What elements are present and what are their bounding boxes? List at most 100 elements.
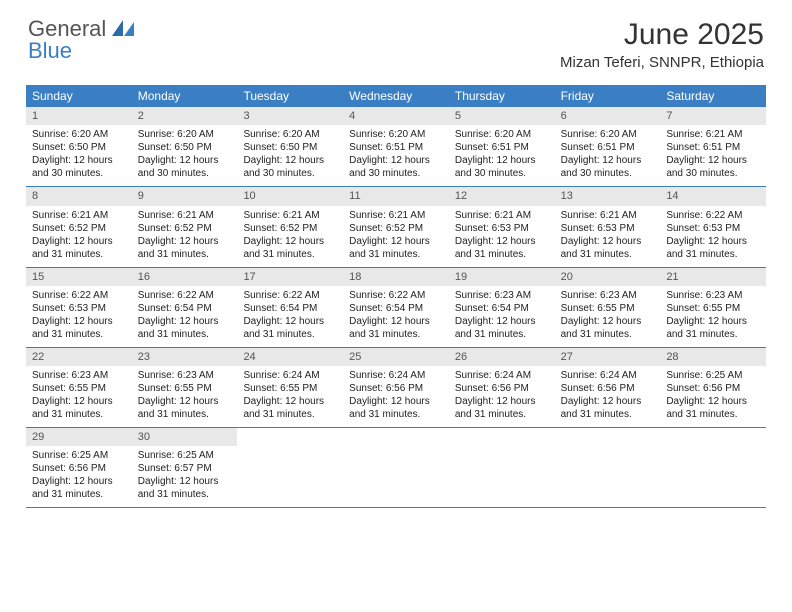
day-number: 1	[26, 107, 132, 125]
day-cell	[237, 428, 343, 507]
sunrise-line: Sunrise: 6:21 AM	[138, 209, 232, 222]
day-body: Sunrise: 6:22 AMSunset: 6:54 PMDaylight:…	[237, 286, 343, 347]
day-number: 9	[132, 187, 238, 205]
day-cell	[343, 428, 449, 507]
week-row: 29Sunrise: 6:25 AMSunset: 6:56 PMDayligh…	[26, 428, 766, 508]
location-text: Mizan Teferi, SNNPR, Ethiopia	[560, 54, 764, 71]
day-cell: 13Sunrise: 6:21 AMSunset: 6:53 PMDayligh…	[555, 187, 661, 266]
day-cell: 3Sunrise: 6:20 AMSunset: 6:50 PMDaylight…	[237, 107, 343, 186]
sunset-line: Sunset: 6:52 PM	[349, 222, 443, 235]
day-body: Sunrise: 6:22 AMSunset: 6:54 PMDaylight:…	[132, 286, 238, 347]
weekday-header: Friday	[555, 85, 661, 107]
sunset-line: Sunset: 6:51 PM	[561, 141, 655, 154]
day-number: 14	[660, 187, 766, 205]
sunset-line: Sunset: 6:56 PM	[561, 382, 655, 395]
day-body: Sunrise: 6:22 AMSunset: 6:53 PMDaylight:…	[660, 206, 766, 267]
day-cell	[555, 428, 661, 507]
sunrise-line: Sunrise: 6:23 AM	[32, 369, 126, 382]
sunset-line: Sunset: 6:51 PM	[666, 141, 760, 154]
sunset-line: Sunset: 6:54 PM	[455, 302, 549, 315]
day-number: 4	[343, 107, 449, 125]
daylight-line: Daylight: 12 hours and 31 minutes.	[243, 235, 337, 261]
daylight-line: Daylight: 12 hours and 31 minutes.	[455, 235, 549, 261]
logo-word-blue: Blue	[28, 40, 134, 62]
day-number: 2	[132, 107, 238, 125]
day-body: Sunrise: 6:24 AMSunset: 6:56 PMDaylight:…	[449, 366, 555, 427]
day-body: Sunrise: 6:21 AMSunset: 6:52 PMDaylight:…	[343, 206, 449, 267]
sunset-line: Sunset: 6:50 PM	[138, 141, 232, 154]
daylight-line: Daylight: 12 hours and 31 minutes.	[666, 395, 760, 421]
sunrise-line: Sunrise: 6:21 AM	[349, 209, 443, 222]
sunrise-line: Sunrise: 6:25 AM	[666, 369, 760, 382]
day-number: 19	[449, 268, 555, 286]
day-cell: 29Sunrise: 6:25 AMSunset: 6:56 PMDayligh…	[26, 428, 132, 507]
daylight-line: Daylight: 12 hours and 31 minutes.	[138, 475, 232, 501]
sunset-line: Sunset: 6:56 PM	[349, 382, 443, 395]
week-row: 8Sunrise: 6:21 AMSunset: 6:52 PMDaylight…	[26, 187, 766, 267]
daylight-line: Daylight: 12 hours and 30 minutes.	[243, 154, 337, 180]
day-cell: 20Sunrise: 6:23 AMSunset: 6:55 PMDayligh…	[555, 268, 661, 347]
day-number: 26	[449, 348, 555, 366]
day-body: Sunrise: 6:24 AMSunset: 6:55 PMDaylight:…	[237, 366, 343, 427]
day-body: Sunrise: 6:20 AMSunset: 6:50 PMDaylight:…	[237, 125, 343, 186]
logo-sail-icon	[112, 20, 134, 36]
daylight-line: Daylight: 12 hours and 30 minutes.	[666, 154, 760, 180]
day-cell: 22Sunrise: 6:23 AMSunset: 6:55 PMDayligh…	[26, 348, 132, 427]
weeks-container: 1Sunrise: 6:20 AMSunset: 6:50 PMDaylight…	[26, 107, 766, 508]
day-body: Sunrise: 6:21 AMSunset: 6:52 PMDaylight:…	[26, 206, 132, 267]
sunrise-line: Sunrise: 6:22 AM	[666, 209, 760, 222]
week-row: 1Sunrise: 6:20 AMSunset: 6:50 PMDaylight…	[26, 107, 766, 187]
sunset-line: Sunset: 6:55 PM	[243, 382, 337, 395]
day-number: 21	[660, 268, 766, 286]
day-cell: 4Sunrise: 6:20 AMSunset: 6:51 PMDaylight…	[343, 107, 449, 186]
day-cell: 16Sunrise: 6:22 AMSunset: 6:54 PMDayligh…	[132, 268, 238, 347]
sunrise-line: Sunrise: 6:20 AM	[32, 128, 126, 141]
day-body: Sunrise: 6:23 AMSunset: 6:55 PMDaylight:…	[132, 366, 238, 427]
daylight-line: Daylight: 12 hours and 30 minutes.	[138, 154, 232, 180]
day-cell: 28Sunrise: 6:25 AMSunset: 6:56 PMDayligh…	[660, 348, 766, 427]
day-number: 8	[26, 187, 132, 205]
sunrise-line: Sunrise: 6:20 AM	[243, 128, 337, 141]
day-number: 16	[132, 268, 238, 286]
weekday-header: Saturday	[660, 85, 766, 107]
day-body: Sunrise: 6:24 AMSunset: 6:56 PMDaylight:…	[555, 366, 661, 427]
day-number: 3	[237, 107, 343, 125]
sunrise-line: Sunrise: 6:22 AM	[32, 289, 126, 302]
day-body: Sunrise: 6:25 AMSunset: 6:56 PMDaylight:…	[660, 366, 766, 427]
day-body: Sunrise: 6:23 AMSunset: 6:55 PMDaylight:…	[26, 366, 132, 427]
day-body: Sunrise: 6:20 AMSunset: 6:51 PMDaylight:…	[343, 125, 449, 186]
daylight-line: Daylight: 12 hours and 31 minutes.	[32, 395, 126, 421]
day-cell: 24Sunrise: 6:24 AMSunset: 6:55 PMDayligh…	[237, 348, 343, 427]
daylight-line: Daylight: 12 hours and 31 minutes.	[32, 315, 126, 341]
sunrise-line: Sunrise: 6:24 AM	[455, 369, 549, 382]
sunrise-line: Sunrise: 6:23 AM	[561, 289, 655, 302]
day-body: Sunrise: 6:23 AMSunset: 6:55 PMDaylight:…	[555, 286, 661, 347]
day-body: Sunrise: 6:21 AMSunset: 6:51 PMDaylight:…	[660, 125, 766, 186]
daylight-line: Daylight: 12 hours and 31 minutes.	[32, 235, 126, 261]
day-cell: 1Sunrise: 6:20 AMSunset: 6:50 PMDaylight…	[26, 107, 132, 186]
day-number: 11	[343, 187, 449, 205]
weekday-header-row: SundayMondayTuesdayWednesdayThursdayFrid…	[26, 85, 766, 107]
day-body: Sunrise: 6:20 AMSunset: 6:51 PMDaylight:…	[555, 125, 661, 186]
day-cell: 27Sunrise: 6:24 AMSunset: 6:56 PMDayligh…	[555, 348, 661, 427]
day-number: 29	[26, 428, 132, 446]
day-body: Sunrise: 6:20 AMSunset: 6:50 PMDaylight:…	[26, 125, 132, 186]
day-number: 27	[555, 348, 661, 366]
logo: General Blue	[28, 18, 134, 62]
sunrise-line: Sunrise: 6:21 AM	[243, 209, 337, 222]
sunrise-line: Sunrise: 6:20 AM	[561, 128, 655, 141]
weekday-header: Wednesday	[343, 85, 449, 107]
sunrise-line: Sunrise: 6:22 AM	[138, 289, 232, 302]
sunrise-line: Sunrise: 6:21 AM	[455, 209, 549, 222]
page-header: General Blue June 2025 Mizan Teferi, SNN…	[0, 0, 792, 79]
weekday-header: Tuesday	[237, 85, 343, 107]
day-number: 23	[132, 348, 238, 366]
sunrise-line: Sunrise: 6:22 AM	[349, 289, 443, 302]
sunset-line: Sunset: 6:56 PM	[32, 462, 126, 475]
weekday-header: Thursday	[449, 85, 555, 107]
sunset-line: Sunset: 6:52 PM	[32, 222, 126, 235]
day-cell: 19Sunrise: 6:23 AMSunset: 6:54 PMDayligh…	[449, 268, 555, 347]
daylight-line: Daylight: 12 hours and 31 minutes.	[243, 395, 337, 421]
daylight-line: Daylight: 12 hours and 31 minutes.	[138, 235, 232, 261]
sunset-line: Sunset: 6:52 PM	[243, 222, 337, 235]
